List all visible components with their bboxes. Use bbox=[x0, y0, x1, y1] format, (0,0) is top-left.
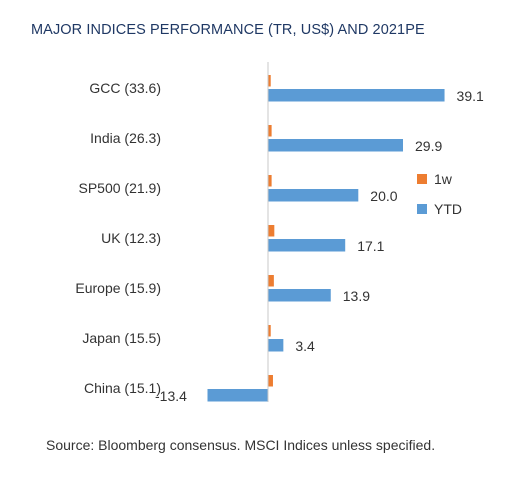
source-note: Source: Bloomberg consensus. MSCI Indice… bbox=[46, 437, 436, 453]
bar-ytd-6 bbox=[207, 389, 268, 402]
bar-ytd-3 bbox=[268, 239, 346, 252]
data-label-ytd: 3.4 bbox=[295, 338, 315, 354]
bar-1w-5 bbox=[268, 325, 271, 337]
labels-group: GCC (33.6) 39.1 India (26.3) 29.9 SP500 (21.… bbox=[75, 80, 484, 404]
legend: 1w YTD bbox=[417, 171, 462, 217]
bar-ytd-2 bbox=[268, 189, 359, 202]
data-label-ytd: 17.1 bbox=[357, 238, 384, 254]
bar-ytd-1 bbox=[268, 139, 404, 152]
category-label: SP500 (21.9) bbox=[79, 180, 162, 196]
bar-1w-3 bbox=[268, 225, 275, 237]
legend-ytd-label: YTD bbox=[434, 201, 462, 217]
legend-1w-label: 1w bbox=[434, 171, 453, 187]
data-label-ytd: 20.0 bbox=[370, 188, 397, 204]
bar-ytd-4 bbox=[268, 289, 331, 302]
bar-ytd-5 bbox=[268, 339, 284, 352]
data-label-ytd: 39.1 bbox=[457, 88, 484, 104]
bar-1w-0 bbox=[268, 75, 271, 87]
bar-1w-6 bbox=[268, 375, 273, 387]
bar-ytd-0 bbox=[268, 89, 445, 102]
bars-group bbox=[207, 75, 445, 402]
legend-ytd-swatch bbox=[417, 204, 427, 214]
category-label: Europe (15.9) bbox=[75, 280, 161, 296]
data-label-ytd: 29.9 bbox=[415, 138, 442, 154]
bar-1w-4 bbox=[268, 275, 274, 287]
data-label-ytd: 13.9 bbox=[343, 288, 370, 304]
category-label: China (15.1) bbox=[84, 380, 161, 396]
bar-chart: GCC (33.6) 39.1 India (26.3) 29.9 SP500 (21.… bbox=[75, 62, 484, 404]
category-label: India (26.3) bbox=[90, 130, 161, 146]
bar-1w-2 bbox=[268, 175, 272, 187]
category-label: Japan (15.5) bbox=[82, 330, 161, 346]
legend-1w-swatch bbox=[417, 174, 427, 184]
data-label-ytd: -13.4 bbox=[155, 388, 187, 404]
category-label: UK (12.3) bbox=[101, 230, 161, 246]
category-label: GCC (33.6) bbox=[89, 80, 161, 96]
chart-title: MAJOR INDICES PERFORMANCE (TR, US$) AND … bbox=[31, 22, 425, 38]
bar-1w-1 bbox=[268, 125, 272, 137]
